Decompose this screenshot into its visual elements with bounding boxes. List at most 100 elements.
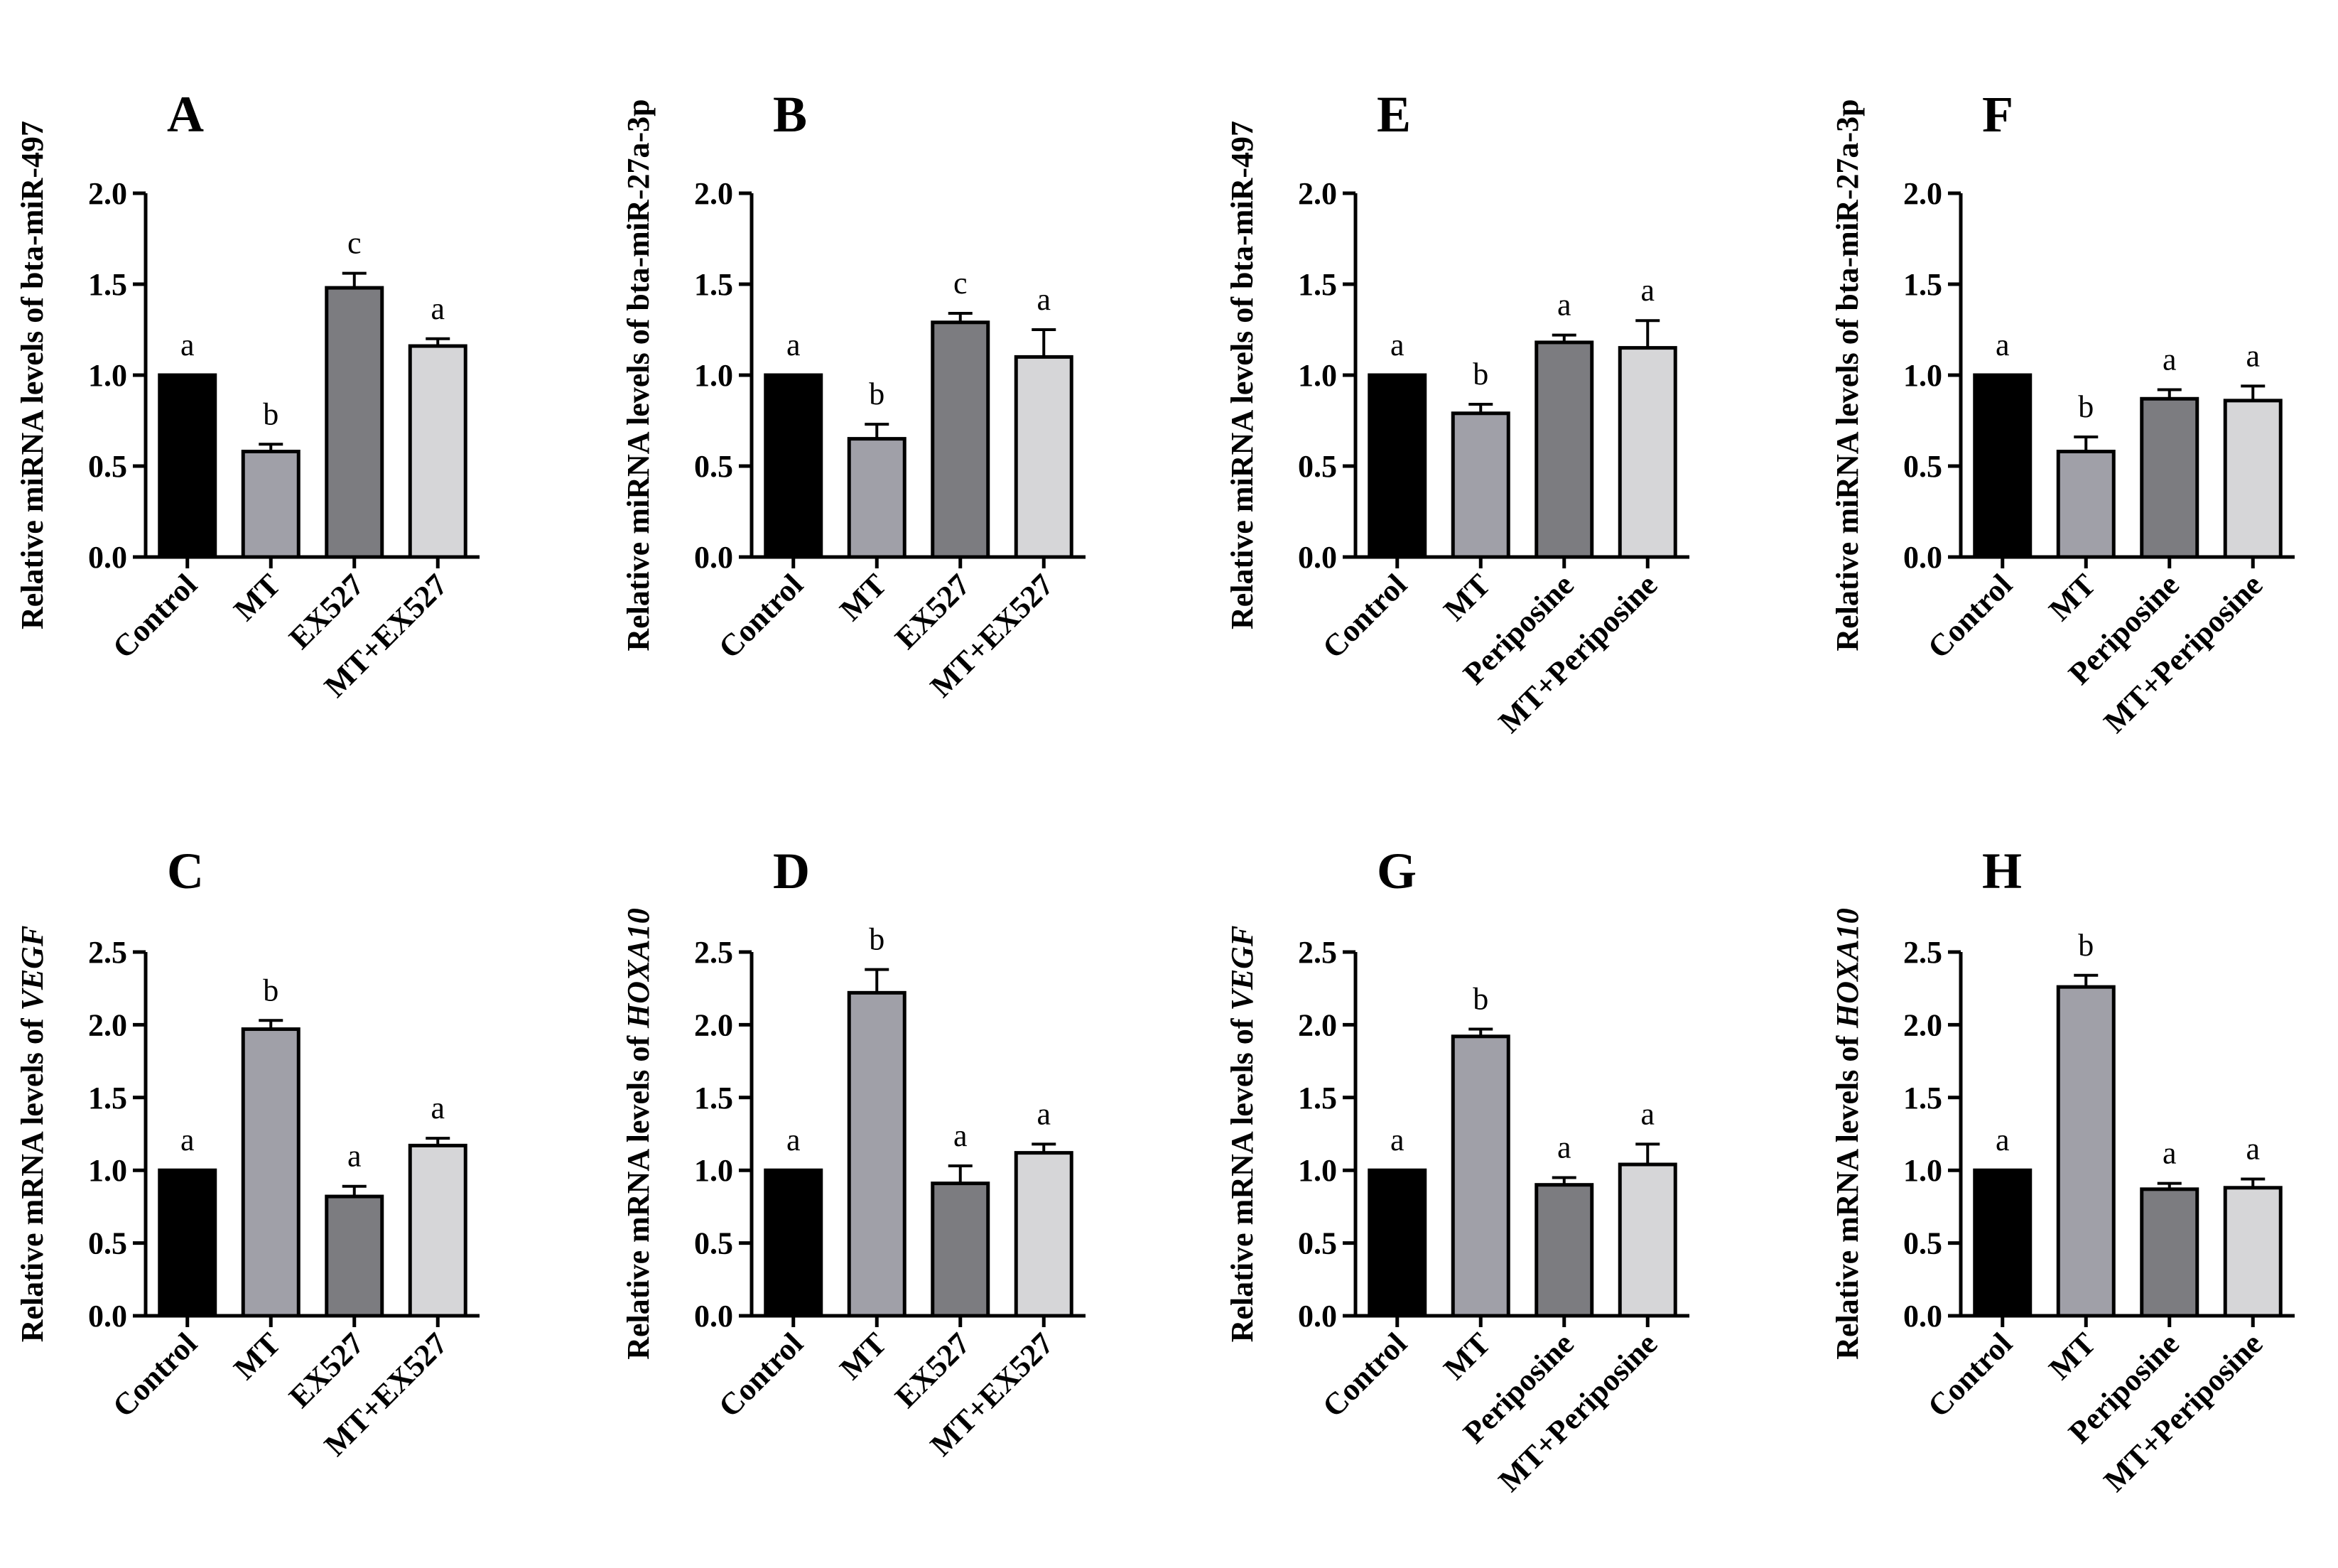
category-label: Control xyxy=(712,567,810,665)
category-label: MT xyxy=(833,1326,894,1386)
significance-label: a xyxy=(1996,328,2010,362)
panel-f: F Relative miRNA levels of bta-miR-27a-3p… xyxy=(1830,86,2295,740)
y-axis-title-gene: bta-miR-497 xyxy=(1225,121,1260,289)
y-tick-label: 1.5 xyxy=(694,1081,733,1115)
bar-mt xyxy=(241,1027,301,1318)
y-tick-label: 0.0 xyxy=(1903,540,1942,575)
significance-label: b xyxy=(869,377,884,411)
y-axis-title-f: Relative miRNA levels of bta-miR-27a-3p xyxy=(1830,99,1865,651)
y-axis-title-prefix: Relative mRNA levels of xyxy=(15,1011,50,1343)
y-tick-label: 2.0 xyxy=(1903,176,1942,211)
panel-letter-h: H xyxy=(1982,843,2022,899)
y-tick-label: 1.5 xyxy=(694,267,733,302)
y-axis-title-gene: bta-miR-27a-3p xyxy=(1830,99,1865,310)
y-tick-label: 1.5 xyxy=(88,267,127,302)
y-axis-title-prefix: Relative miRNA levels of xyxy=(15,289,50,629)
significance-label: a xyxy=(1557,288,1571,323)
significance-label: a xyxy=(2163,342,2177,377)
category-label: Control xyxy=(106,1326,204,1424)
bar-mt-ex527 xyxy=(408,1143,467,1318)
bar-control xyxy=(158,373,217,559)
y-tick-label: 0.0 xyxy=(88,540,127,575)
significance-label: b xyxy=(1473,357,1488,391)
significance-label: b xyxy=(2078,389,2094,424)
y-tick-label: 2.5 xyxy=(1903,935,1942,970)
significance-label: b xyxy=(1473,982,1488,1017)
significance-label: a xyxy=(1640,273,1655,308)
category-label: Control xyxy=(1921,567,2019,665)
category-label: MT xyxy=(1437,1326,1498,1386)
y-tick-label: 0.5 xyxy=(88,449,127,484)
panel-h: H Relative mRNA levels of HOXA10 0.0 0.5 1.0… xyxy=(1830,843,2295,1498)
bar-ex527 xyxy=(931,1182,990,1318)
y-tick-label: 1.0 xyxy=(88,358,127,393)
bar-control xyxy=(1368,373,1427,559)
category-label: MT xyxy=(227,567,288,627)
category-label: MT xyxy=(227,1326,288,1386)
y-tick-label: 2.5 xyxy=(694,935,733,970)
category-label: MT xyxy=(2042,1326,2103,1386)
significance-label: a xyxy=(347,1139,362,1174)
y-tick-label: 1.5 xyxy=(88,1081,127,1115)
significance-label: b xyxy=(2078,928,2094,963)
bar-mt-periposine xyxy=(2223,399,2283,559)
y-tick-label: 0.5 xyxy=(1903,449,1942,484)
y-tick-label: 0.0 xyxy=(694,540,733,575)
category-label: MT xyxy=(833,567,894,627)
bar-mt-periposine xyxy=(2223,1186,2283,1318)
bar-ex527 xyxy=(325,286,384,559)
y-tick-label: 0.0 xyxy=(694,1299,733,1334)
bar-mt-ex527 xyxy=(408,344,467,559)
panel-e: E Relative miRNA levels of bta-miR-497 0.0… xyxy=(1225,86,1689,740)
y-axis-title-gene: VEGF xyxy=(15,926,50,1011)
significance-label: a xyxy=(431,1091,445,1125)
y-tick-label: 2.0 xyxy=(1298,176,1337,211)
y-tick-label: 1.5 xyxy=(1298,1081,1337,1115)
bar-mt xyxy=(1451,411,1510,559)
bar-mt xyxy=(241,450,301,559)
bar-periposine xyxy=(1535,340,1594,559)
y-tick-label: 0.5 xyxy=(88,1226,127,1261)
panel-a: A Relative miRNA levels of bta-miR-497 0.0… xyxy=(15,86,480,704)
y-tick-label: 0.0 xyxy=(1903,1299,1942,1334)
bar-control xyxy=(764,373,823,559)
significance-label: b xyxy=(263,396,278,431)
category-label: Control xyxy=(1316,567,1414,665)
panel-d: D Relative mRNA levels of HOXA10 0.0 0.5 1.0… xyxy=(621,843,1086,1463)
panel-letter-d: D xyxy=(773,843,810,899)
bar-control xyxy=(1973,373,2033,559)
y-tick-label: 2.0 xyxy=(1298,1007,1337,1042)
y-tick-label: 1.0 xyxy=(1903,358,1942,393)
significance-label: a xyxy=(786,1123,801,1157)
bar-mt xyxy=(847,990,906,1318)
y-tick-label: 1.0 xyxy=(88,1153,127,1188)
category-label: MT xyxy=(1437,567,1498,627)
y-axis-title-d: Relative mRNA levels of HOXA10 xyxy=(621,908,656,1359)
significance-label: c xyxy=(953,266,968,301)
significance-label: a xyxy=(180,328,195,362)
significance-label: a xyxy=(1996,1123,2010,1157)
y-tick-label: 1.0 xyxy=(694,1153,733,1188)
significance-label: c xyxy=(347,226,362,261)
y-axis-title-prefix: Relative mRNA levels of xyxy=(1225,1011,1260,1343)
bar-mt xyxy=(1451,1034,1510,1318)
bar-periposine xyxy=(1535,1183,1594,1318)
significance-label: a xyxy=(786,328,801,362)
bar-mt-ex527 xyxy=(1014,355,1073,559)
y-tick-label: 1.0 xyxy=(1298,358,1337,393)
panel-c: C Relative mRNA levels of VEGF 0.0 0.5 1.0 1.… xyxy=(15,843,480,1463)
bar-control xyxy=(1973,1168,2033,1318)
y-axis-title-h: Relative mRNA levels of HOXA10 xyxy=(1830,908,1865,1359)
y-tick-label: 1.0 xyxy=(1298,1153,1337,1188)
significance-label: a xyxy=(1640,1096,1655,1131)
bar-mt-ex527 xyxy=(1014,1151,1073,1318)
y-tick-label: 2.0 xyxy=(1903,1007,1942,1042)
y-axis-title-prefix: Relative mRNA levels of xyxy=(1830,1028,1865,1360)
y-axis-title-prefix: Relative miRNA levels of xyxy=(1225,289,1260,629)
y-tick-label: 2.0 xyxy=(694,176,733,211)
y-axis-title-gene: bta-miR-27a-3p xyxy=(621,99,656,310)
significance-label: a xyxy=(1037,1096,1051,1131)
y-tick-label: 1.5 xyxy=(1903,267,1942,302)
panel-letter-a: A xyxy=(167,86,204,143)
y-tick-label: 1.5 xyxy=(1298,267,1337,302)
